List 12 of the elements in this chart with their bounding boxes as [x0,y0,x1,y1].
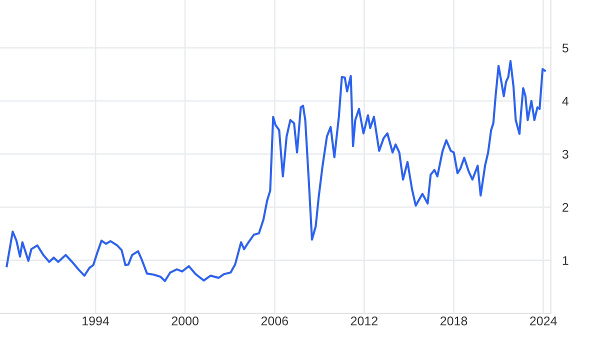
x-tick-label: 2018 [440,316,468,326]
y-tick-label: 3 [562,150,568,159]
y-tick-label: 4 [562,96,568,106]
x-tick-label: 2000 [172,316,199,326]
y-tick-label: 5 [562,44,568,52]
x-tick-label: 2012 [350,316,378,326]
line-series [6,60,546,282]
x-tick-label: 2006 [261,316,288,326]
y-tick-label: 2 [562,202,568,212]
x-tick-label: 2024 [530,316,557,326]
y-tick-label: 1 [562,256,568,265]
x-tick-label: 1994 [82,316,110,326]
